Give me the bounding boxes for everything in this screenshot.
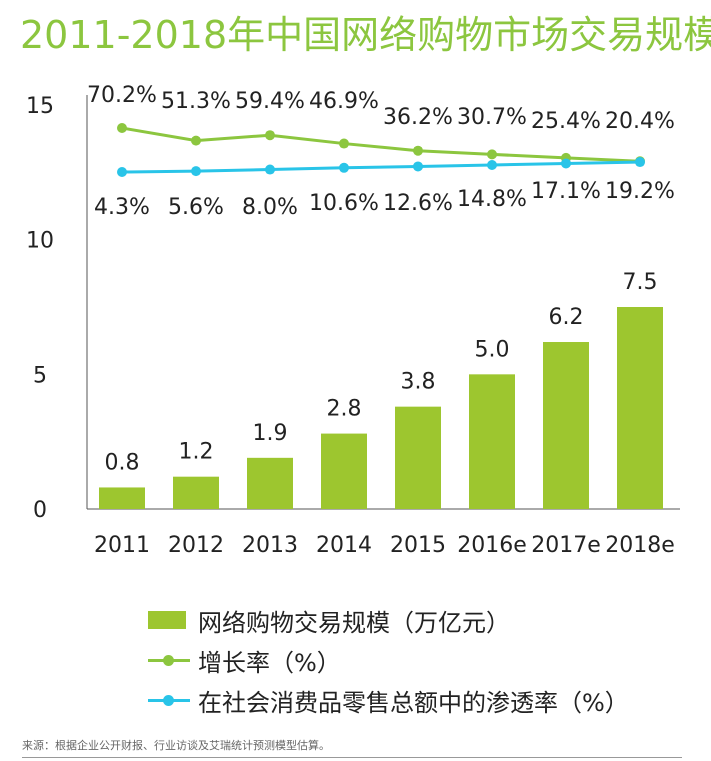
growth-value-label: 51.3% [161, 89, 231, 114]
penetration-point [117, 167, 127, 177]
growth-value-label: 70.2% [87, 83, 157, 108]
growth-value-label: 59.4% [235, 89, 305, 114]
penetration-dot-swatch [163, 695, 174, 706]
penetration-value-label: 5.6% [168, 195, 224, 220]
bar [543, 342, 589, 509]
penetration-point [561, 158, 571, 169]
x-tick-label: 2013 [242, 533, 298, 558]
y-tick-label: 5 [33, 363, 47, 388]
penetration-value-label: 19.2% [605, 179, 675, 204]
legend-swatch-growth [148, 650, 190, 670]
legend-item-penetration: 在社会消费品零售总额中的渗透率（%） [148, 680, 629, 720]
bar [99, 487, 145, 509]
bar-value-label: 1.2 [179, 440, 214, 465]
bar-value-label: 3.8 [401, 370, 436, 395]
source-divider [22, 757, 682, 758]
bar-swatch [148, 611, 186, 629]
penetration-value-label: 17.1% [531, 179, 601, 204]
bar-value-label: 1.9 [253, 421, 288, 446]
bar [469, 374, 515, 509]
y-tick-label: 0 [33, 498, 47, 523]
penetration-value-label: 10.6% [309, 191, 379, 216]
bar-value-label: 2.8 [327, 397, 362, 422]
growth-point [191, 135, 201, 146]
growth-dot-swatch [163, 655, 174, 666]
legend-swatch-penetration [148, 690, 190, 710]
x-tick-label: 2012 [168, 533, 224, 558]
source-note: 来源：根据企业公开财报、行业访谈及艾瑞统计预测模型估算。 [22, 739, 330, 752]
penetration-point [265, 164, 275, 175]
y-tick-label: 15 [26, 94, 54, 119]
x-tick-label: 2011 [94, 533, 150, 558]
penetration-value-label: 14.8% [457, 187, 527, 212]
legend-item-growth: 增长率（%） [148, 640, 629, 680]
x-tick-label: 2015 [390, 533, 446, 558]
chart-plot: 0 5 10 15 2011 2012 2013 2014 2015 2016e 2017e 2018… [26, 83, 680, 558]
legend-label-growth: 增长率（%） [198, 648, 341, 677]
growth-point [413, 145, 423, 156]
bar-value-label: 7.5 [623, 270, 658, 295]
penetration-value-label: 4.3% [94, 195, 150, 220]
chart-legend: 网络购物交易规模（万亿元） 增长率（%） 在社会消费品零售总额中的渗透率（%） [148, 600, 629, 720]
penetration-value-label: 12.6% [383, 191, 453, 216]
growth-value-label: 36.2% [383, 105, 453, 130]
bar [395, 406, 441, 509]
penetration-point [191, 166, 201, 177]
penetration-point [635, 157, 645, 168]
legend-item-volume: 网络购物交易规模（万亿元） [148, 600, 629, 640]
growth-point [487, 149, 497, 160]
growth-point [339, 138, 349, 149]
x-tick-label: 2017e [531, 533, 601, 558]
bar [173, 476, 219, 509]
growth-value-label: 30.7% [457, 105, 527, 130]
y-tick-label: 10 [26, 229, 54, 254]
growth-line [121, 126, 641, 163]
penetration-point [487, 159, 497, 170]
bar [617, 307, 663, 509]
penetration-line [121, 160, 641, 174]
growth-value-label: 46.9% [309, 89, 379, 114]
growth-point [265, 130, 275, 141]
bar [321, 433, 367, 509]
penetration-value-label: 8.0% [242, 195, 298, 220]
x-tick-label: 2014 [316, 533, 372, 558]
growth-value-label: 25.4% [531, 109, 601, 134]
x-tick-label: 2016e [457, 533, 527, 558]
chart-title: 2011-2018年中国网络购物市场交易规模 [20, 13, 711, 57]
legend-label-volume: 网络购物交易规模（万亿元） [198, 608, 510, 637]
penetration-point [339, 162, 349, 173]
bar-value-label: 6.2 [549, 305, 584, 330]
bar-value-label: 0.8 [105, 450, 140, 475]
penetration-point [413, 161, 423, 172]
legend-swatch-bar [148, 610, 190, 630]
growth-value-label: 20.4% [605, 109, 675, 134]
x-tick-label: 2018e [605, 533, 675, 558]
growth-point [117, 123, 127, 133]
bar [247, 457, 293, 509]
bar-value-label: 5.0 [475, 337, 510, 362]
legend-label-penetration: 在社会消费品零售总额中的渗透率（%） [198, 688, 629, 717]
